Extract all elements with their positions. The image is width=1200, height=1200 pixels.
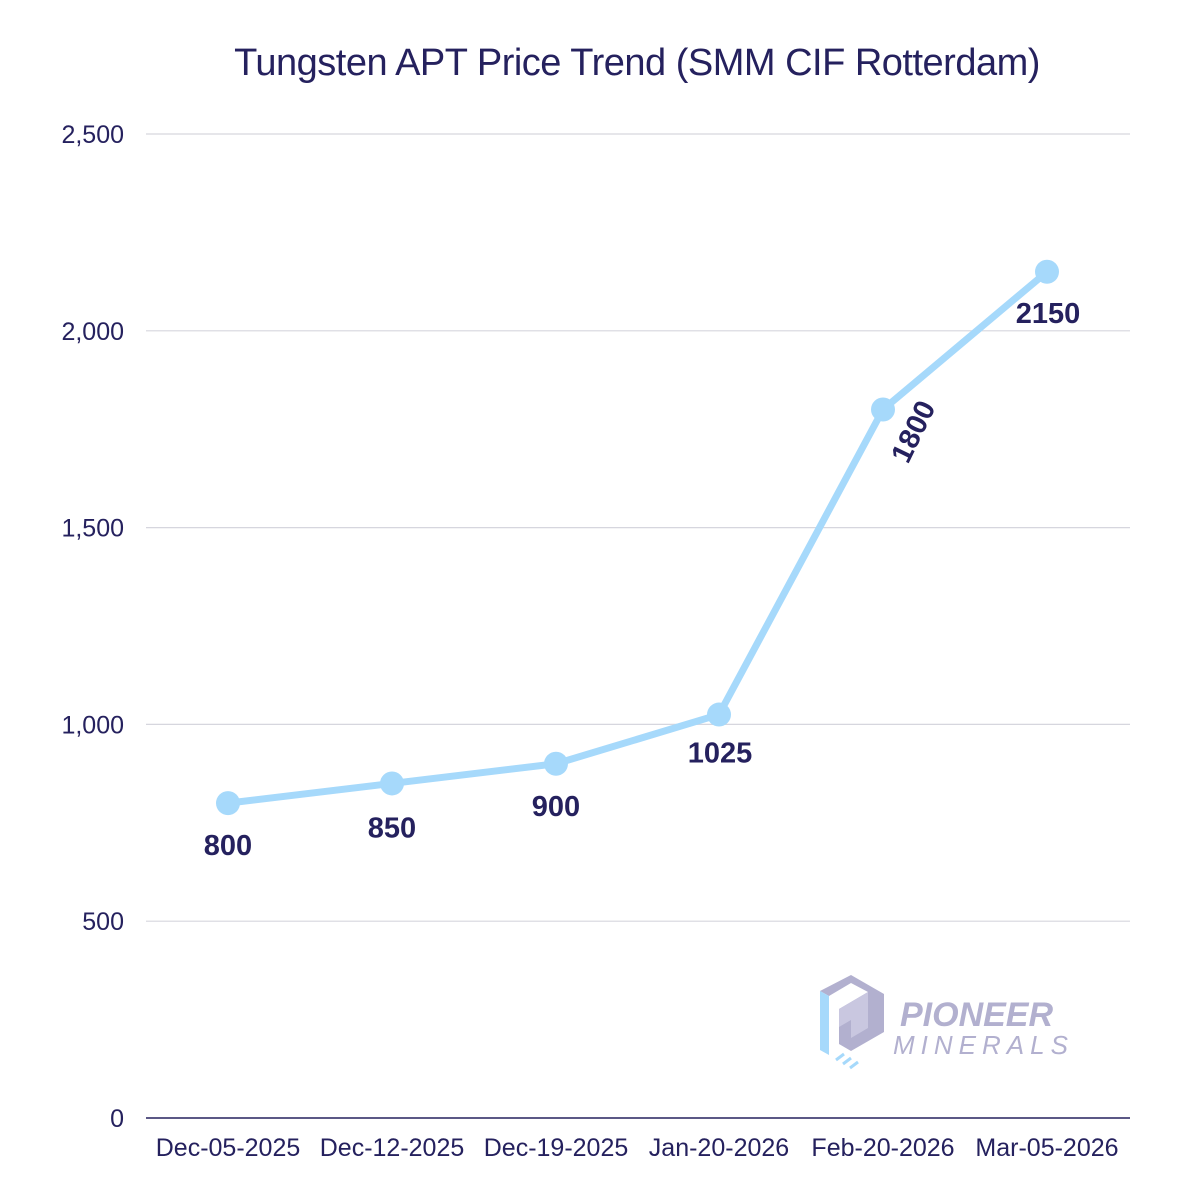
data-point	[216, 791, 240, 816]
y-tick-label: 2,000	[61, 318, 124, 346]
pioneer-minerals-logo: PIONEER MINERALS	[820, 975, 1074, 1070]
x-tick-label: Mar-05-2026	[975, 1134, 1118, 1162]
data-point	[871, 397, 895, 422]
x-tick-label: Jan-20-2026	[649, 1134, 789, 1162]
data-label: 2150	[1016, 298, 1081, 330]
x-axis-ticks: Dec-05-2025 Dec-12-2025 Dec-19-2025 Jan-20-…	[156, 1134, 1119, 1162]
data-label: 1025	[688, 738, 753, 770]
series-line	[224, 268, 1051, 807]
x-tick-label: Feb-20-2026	[811, 1134, 954, 1162]
y-tick-label: 500	[82, 908, 124, 936]
gridlines	[146, 133, 1130, 922]
data-label: 800	[204, 830, 252, 862]
x-tick-label: Dec-05-2025	[156, 1134, 301, 1162]
x-tick-label: Dec-12-2025	[320, 1134, 465, 1162]
data-point	[544, 751, 568, 776]
logo-wordmark-pioneer: PIONEER	[900, 996, 1053, 1034]
logo-wordmark-minerals: MINERALS	[893, 1030, 1074, 1060]
y-tick-label: 1,500	[61, 515, 124, 543]
y-axis-ticks: 0 500 1,000 1,500 2,000 2,500	[61, 121, 124, 1133]
x-tick-label: Dec-19-2025	[484, 1134, 629, 1162]
data-label: 850	[368, 812, 416, 844]
y-tick-label: 2,500	[61, 121, 124, 149]
y-tick-label: 1,000	[61, 711, 124, 739]
data-label: 900	[532, 791, 580, 823]
data-point	[1035, 259, 1059, 284]
data-point	[380, 771, 404, 796]
data-point	[707, 702, 731, 727]
chart-title: Tungsten APT Price Trend (SMM CIF Rotter…	[234, 42, 1040, 84]
series-price	[216, 259, 1059, 816]
pioneer-logo-mark-icon	[820, 975, 884, 1070]
y-tick-label: 0	[110, 1105, 124, 1133]
